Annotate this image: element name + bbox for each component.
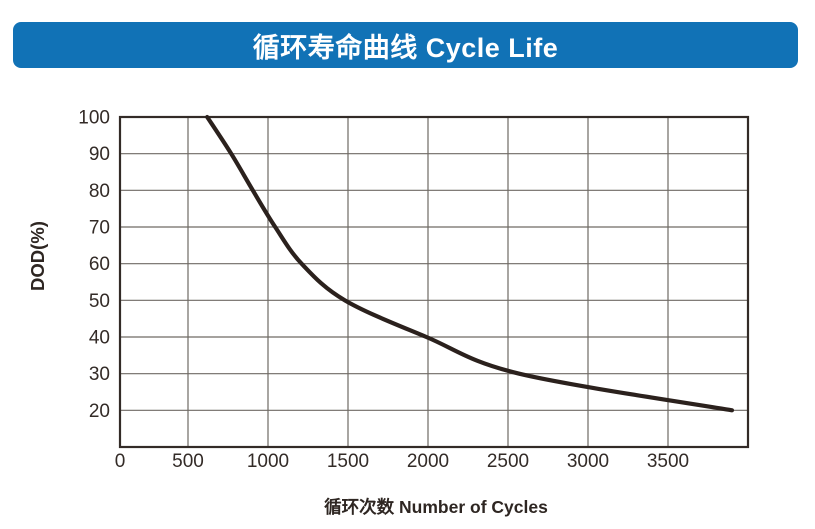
x-tick-label-2500: 2500	[487, 451, 529, 472]
y-tick-label-40: 40	[89, 328, 110, 349]
x-tick-label-3000: 3000	[567, 451, 609, 472]
x-tick-label-500: 500	[172, 451, 204, 472]
y-tick-label-30: 30	[89, 364, 110, 385]
cycle-life-curve	[205, 114, 735, 413]
y-tick-label-80: 80	[89, 181, 110, 202]
x-tick-label-0: 0	[115, 451, 126, 472]
x-tick-label-3500: 3500	[647, 451, 689, 472]
y-tick-label-60: 60	[89, 254, 110, 275]
y-tick-label-100: 100	[78, 108, 110, 129]
plot-border	[118, 115, 750, 449]
x-tick-label-1500: 1500	[327, 451, 369, 472]
x-tick-label-1000: 1000	[247, 451, 289, 472]
title-banner: 循环寿命曲线 Cycle Life	[13, 22, 798, 68]
x-axis-title: 循环次数 Number of Cycles	[324, 497, 548, 517]
tick-layer: 100 90 80 70 60 50 40 30 20 0 500 1000 1500 2000 2500 3…	[78, 108, 689, 473]
x-tick-label-2000: 2000	[407, 451, 449, 472]
y-tick-label-20: 20	[89, 401, 110, 422]
y-tick-label-70: 70	[89, 218, 110, 239]
y-tick-label-90: 90	[89, 144, 110, 165]
curve-layer	[205, 114, 735, 413]
y-axis-title: DOD(%)	[27, 221, 48, 291]
grid-layer	[118, 115, 750, 449]
page-title: 循环寿命曲线 Cycle Life	[252, 32, 559, 63]
y-tick-label-50: 50	[89, 291, 110, 312]
